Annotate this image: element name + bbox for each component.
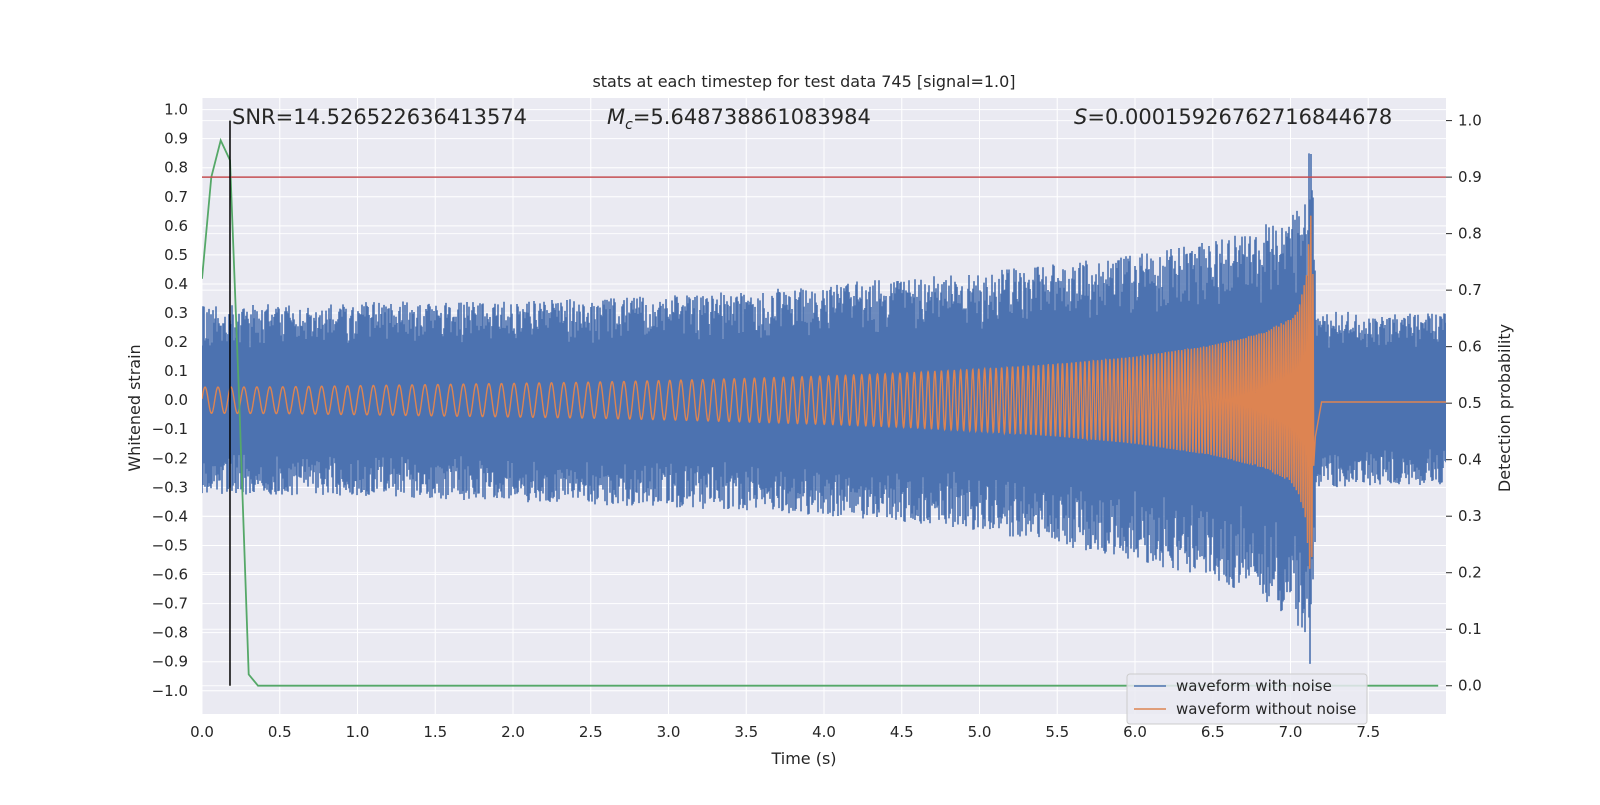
y-right-tick-label: 0.6 — [1458, 338, 1482, 356]
x-tick-label: 2.5 — [579, 723, 603, 741]
series-waveform-without-noise — [202, 215, 1446, 569]
x-tick-label: 1.0 — [346, 723, 370, 741]
right-y-axis-label: Detection probability — [1495, 324, 1514, 492]
chart-title: stats at each timestep for test data 745… — [592, 72, 1015, 91]
y-left-tick-label: −0.2 — [152, 449, 188, 467]
y-left-tick-label: −0.7 — [152, 595, 188, 613]
y-right-tick-label: 1.0 — [1458, 112, 1482, 130]
x-tick-label: 7.5 — [1356, 723, 1380, 741]
x-tick-label: 1.5 — [423, 723, 447, 741]
y-left-tick-label: 0.7 — [164, 188, 188, 206]
y-left-tick-label: 0.6 — [164, 217, 188, 235]
legend-box — [1126, 673, 1368, 725]
snr-annotation: SNR=14.526522636413574 — [232, 105, 527, 129]
y-right-tick-label: 0.7 — [1458, 281, 1482, 299]
y-right-tick-label: 0.1 — [1458, 620, 1482, 638]
x-axis-label: Time (s) — [770, 749, 836, 768]
y-left-tick-label: 0.9 — [164, 130, 188, 148]
y-right-tick-label: 0.0 — [1458, 677, 1482, 695]
y-left-tick-label: −0.4 — [152, 507, 188, 525]
x-tick-label: 0.0 — [190, 723, 214, 741]
y-left-tick-label: −0.3 — [152, 478, 188, 496]
y-left-tick-label: 0.4 — [164, 275, 188, 293]
x-tick-label: 4.5 — [890, 723, 914, 741]
y-right-tick-label: 0.2 — [1458, 564, 1482, 582]
chirp-mass-value: =5.648738861083984 — [633, 105, 871, 129]
y-left-tick-label: 0.3 — [164, 304, 188, 322]
chirp-mass-subscript: c — [625, 117, 633, 133]
legend-label-noise: waveform with noise — [1176, 677, 1332, 695]
y-left-tick-label: 0.5 — [164, 246, 188, 264]
x-tick-label: 5.5 — [1045, 723, 1069, 741]
x-tick-label: 2.0 — [501, 723, 525, 741]
legend: waveform with noise waveform without noi… — [1126, 673, 1368, 725]
y-left-tick-label: 0.2 — [164, 333, 188, 351]
x-tick-label: 6.5 — [1201, 723, 1225, 741]
y-left-tick-label: 0.8 — [164, 159, 188, 177]
chirp-mass-symbol: M — [607, 105, 625, 129]
y-left-tick-label: −0.8 — [152, 624, 188, 642]
x-tick-label: 7.0 — [1279, 723, 1303, 741]
left-y-axis-label: Whitened strain — [125, 344, 144, 471]
y-left-tick-label: 0.0 — [164, 391, 188, 409]
y-right-tick-label: 0.8 — [1458, 225, 1482, 243]
y-left-tick-label: −1.0 — [152, 682, 188, 700]
y-right-tick-label: 0.9 — [1458, 168, 1482, 186]
x-tick-label: 3.5 — [734, 723, 758, 741]
y-right-tick-label: 0.3 — [1458, 507, 1482, 525]
y-left-tick-label: −0.1 — [152, 420, 188, 438]
y-right-tick-label: 0.5 — [1458, 394, 1482, 412]
series-detection-probability — [202, 137, 1439, 687]
chirp-mass-annotation: Mc=5.648738861083984 — [607, 105, 871, 133]
y-left-tick-label: −0.6 — [152, 566, 188, 584]
y-left-tick-label: −0.5 — [152, 536, 188, 554]
series-layer — [202, 120, 1446, 687]
y-left-tick-label: 1.0 — [164, 101, 188, 119]
s-symbol: S — [1074, 105, 1087, 129]
x-tick-label: 0.5 — [268, 723, 292, 741]
x-axis-ticks: 0.0 0.5 1.0 1.5 2.0 2.5 3.0 3.5 4.0 4.5 5.0 5.5 6.0 6… — [190, 723, 1380, 741]
x-tick-label: 6.0 — [1123, 723, 1147, 741]
x-tick-label: 5.0 — [968, 723, 992, 741]
right-y-axis-ticks: 1.0 0.9 0.8 0.7 0.6 0.5 0.4 0.3 0.2 0.1 0.0 — [1446, 112, 1482, 695]
y-left-tick-label: −0.9 — [152, 653, 188, 671]
legend-label-clean: waveform without noise — [1176, 700, 1356, 718]
x-tick-label: 3.0 — [657, 723, 681, 741]
left-y-axis-ticks: 1.0 0.9 0.8 0.7 0.6 0.5 0.4 0.3 0.2 0.1 0.0 −0.1 −0.… — [152, 101, 188, 700]
x-tick-label: 4.0 — [812, 723, 836, 741]
y-right-tick-label: 0.4 — [1458, 451, 1482, 469]
s-value: =0.00015926762716844678 — [1087, 105, 1392, 129]
s-annotation: S=0.00015926762716844678 — [1074, 105, 1392, 129]
y-left-tick-label: 0.1 — [164, 362, 188, 380]
